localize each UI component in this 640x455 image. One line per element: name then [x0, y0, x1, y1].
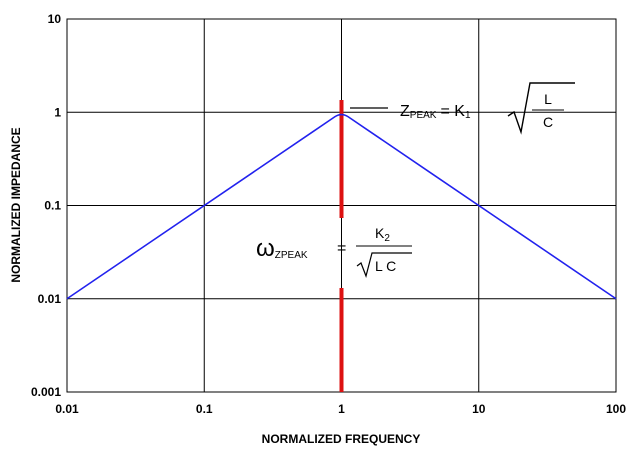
omega-sqrt-sign: [356, 252, 412, 278]
impedance-curve: [66, 113, 617, 300]
omega-symbol: ω: [256, 235, 275, 262]
omega-subscript: ZPEAK: [275, 250, 308, 261]
x-axis-label: NORMALIZED FREQUENCY: [262, 432, 421, 446]
y-tick-label: 0.001: [31, 385, 61, 399]
y-tick-label: 10: [48, 12, 62, 26]
x-tick-label: 1: [338, 402, 345, 416]
omega-equals: =: [337, 240, 346, 257]
y-tick-label: 0.01: [38, 292, 62, 306]
zpeak-subscript: PEAK: [410, 110, 437, 121]
svg-text:K2: K2: [375, 225, 390, 244]
zpeak-z: Z: [400, 103, 410, 120]
zpeak-equals-k: = K: [440, 103, 465, 120]
x-tick-label: 100: [606, 402, 626, 416]
omega-numerator-subscript: 2: [384, 233, 390, 244]
omega-denominator: L C: [375, 258, 396, 274]
zpeak-denominator: C: [543, 114, 553, 130]
x-tick-label: 10: [472, 402, 486, 416]
omega-formula: ωZPEAK = K2 L C: [256, 225, 412, 278]
zpeak-formula: ZPEAK = K1 L C: [350, 82, 575, 135]
x-tick-label: 0.01: [55, 402, 79, 416]
x-tick-label: 0.1: [196, 402, 213, 416]
y-axis-label: NORMALIZED IMPEDANCE: [9, 127, 23, 282]
svg-text:ZPEAK= K1: ZPEAK = K1: [400, 103, 471, 121]
zpeak-k-subscript: 1: [465, 110, 471, 121]
y-tick-label: 1: [54, 105, 61, 119]
omega-numerator: K: [375, 225, 385, 241]
y-tick-label: 0.1: [44, 199, 61, 213]
zpeak-sqrt-sign: [507, 82, 575, 135]
x-tick-labels: 0.01 0.1 1 10 100: [55, 402, 626, 416]
zpeak-numerator: L: [544, 91, 552, 107]
svg-text:ωZPEAK: ωZPEAK: [256, 235, 308, 262]
y-tick-labels: 0.001 0.01 0.1 1 10: [31, 12, 61, 399]
